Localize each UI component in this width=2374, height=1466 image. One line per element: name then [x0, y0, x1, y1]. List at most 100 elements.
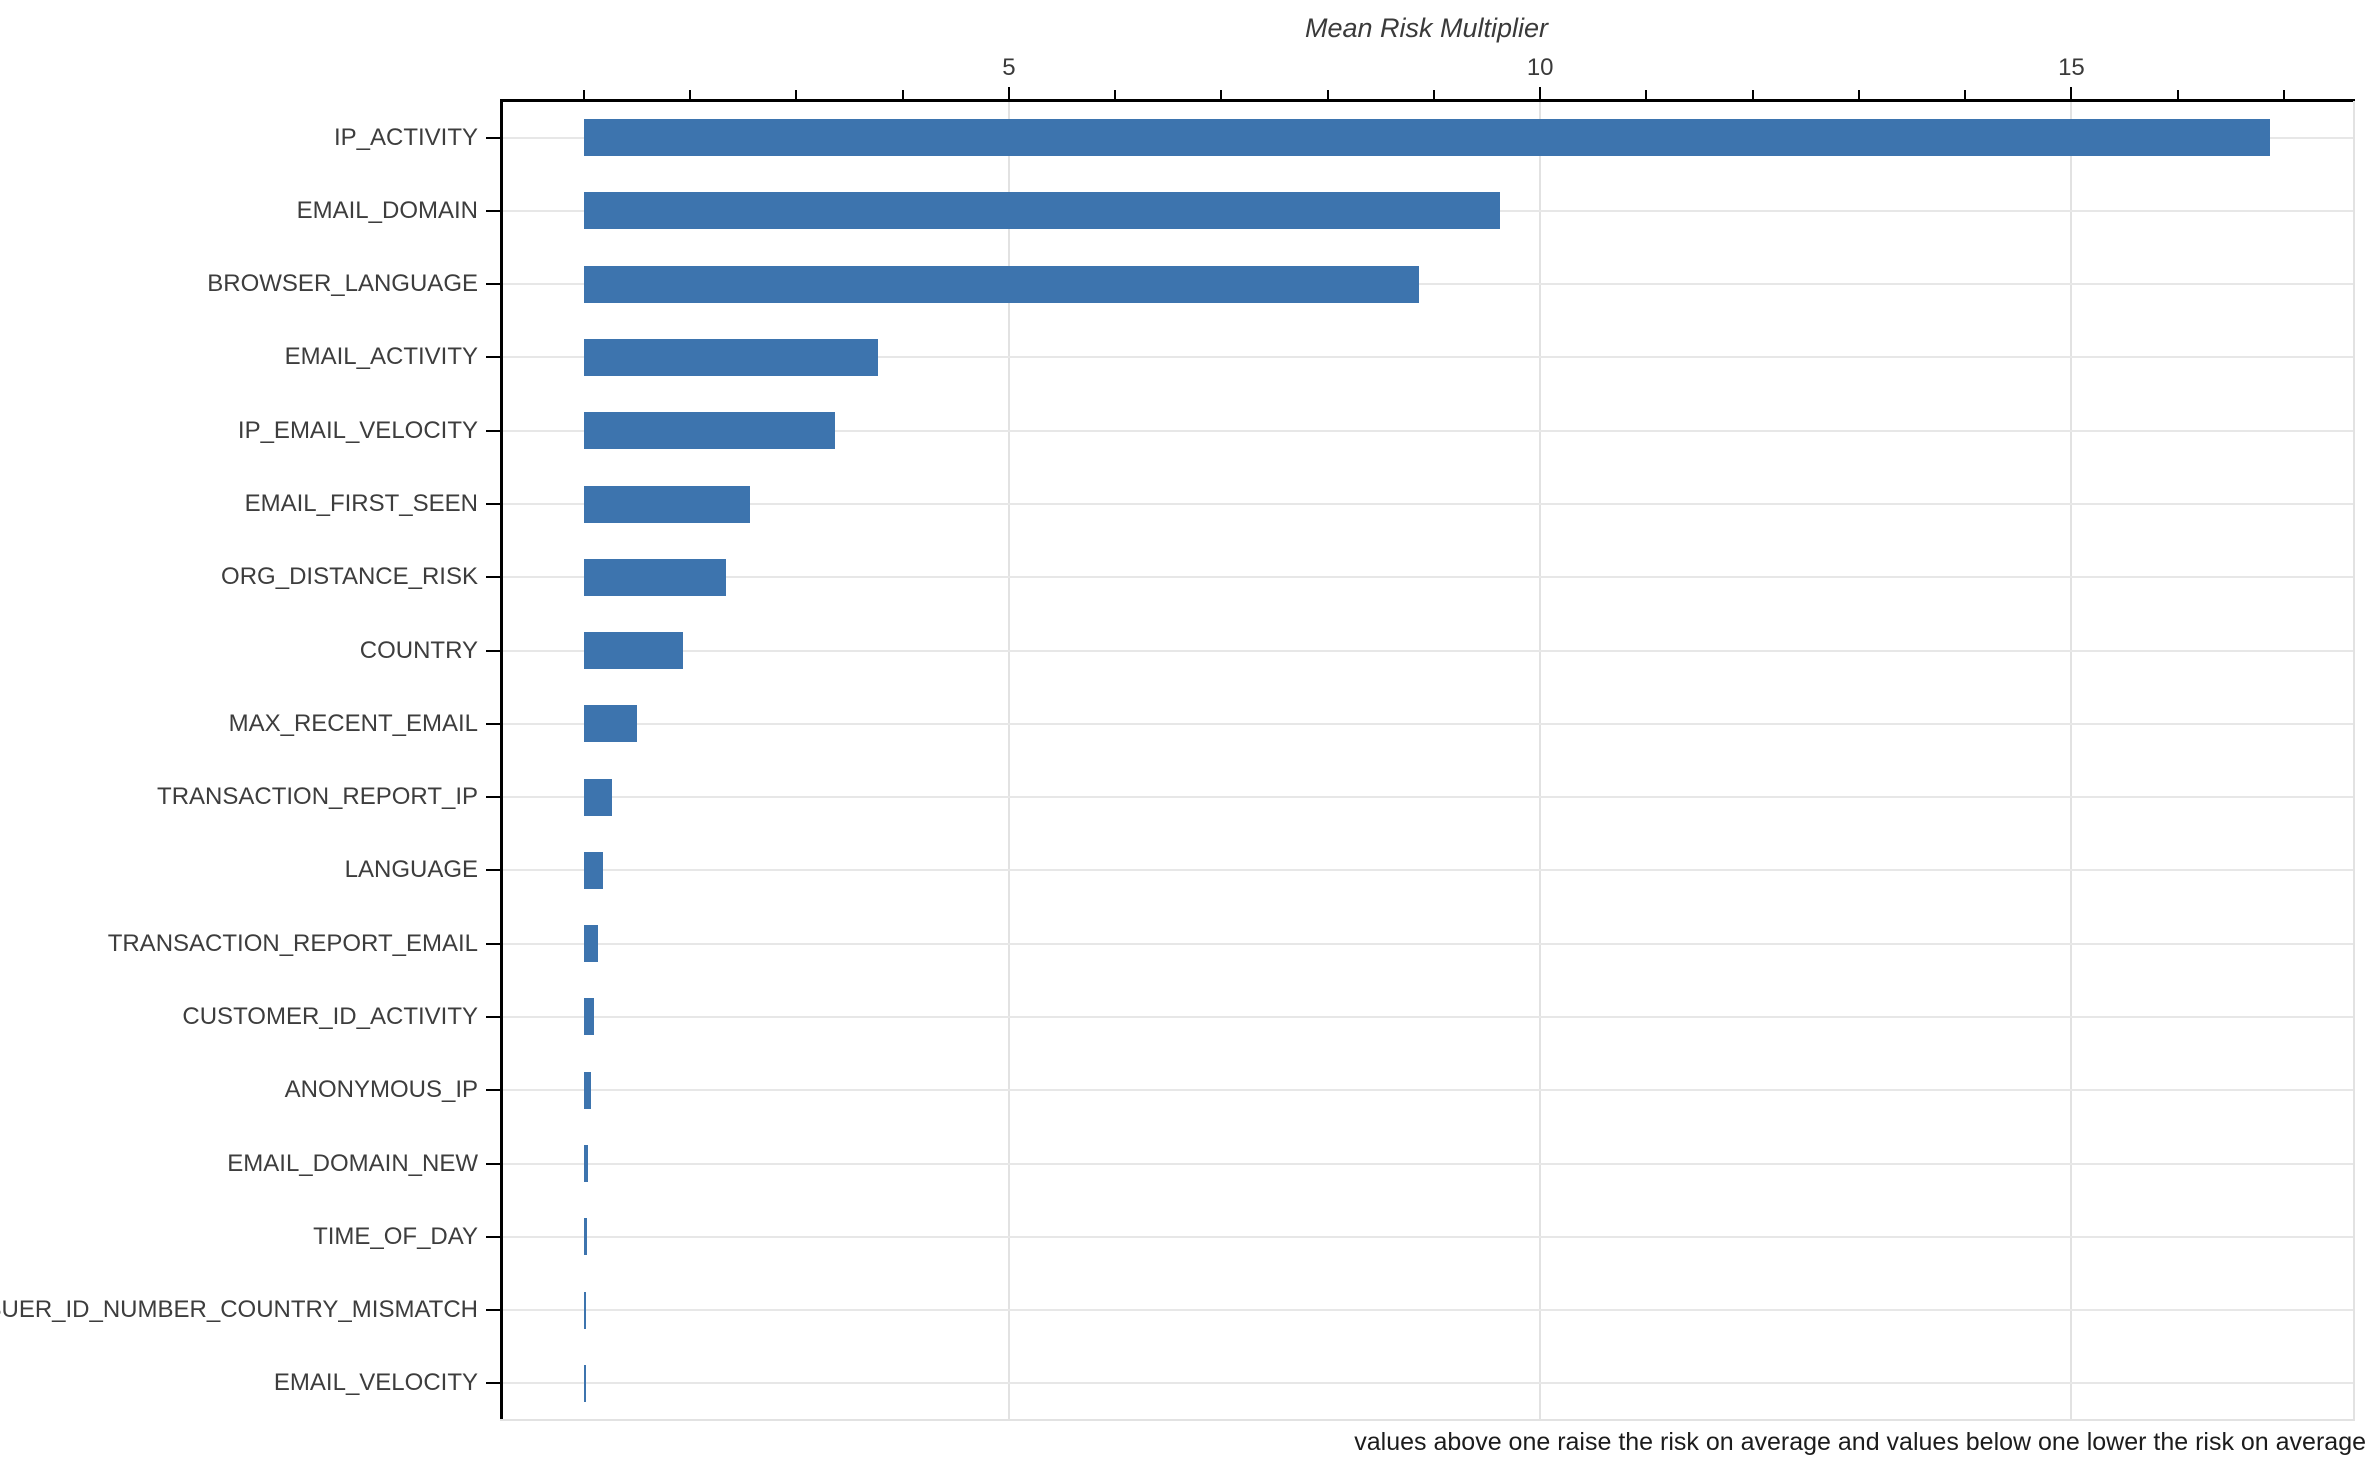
y-category-tick	[486, 1089, 503, 1092]
x-minor-tick	[582, 90, 585, 101]
category-gridline	[503, 1235, 2353, 1238]
y-category-tick	[486, 136, 503, 139]
y-axis-domain-line	[500, 99, 503, 1421]
y-category-label: IP_EMAIL_VELOCITY	[237, 416, 478, 444]
y-category-tick	[486, 1015, 503, 1018]
x-minor-tick	[1220, 90, 1223, 101]
y-category-label: TIME_OF_DAY	[313, 1222, 478, 1250]
x-axis-title: Mean Risk Multiplier	[1304, 13, 1549, 43]
category-gridline	[503, 942, 2353, 945]
y-category-tick	[486, 576, 503, 579]
x-minor-tick	[901, 90, 904, 101]
y-category-label: EMAIL_ACTIVITY	[284, 343, 478, 371]
category-gridline	[503, 356, 2353, 359]
x-major-gridline	[2070, 102, 2073, 1420]
y-category-label: EMAIL_DOMAIN	[296, 196, 478, 224]
y-category-label: EMAIL_DOMAIN_NEW	[227, 1149, 478, 1177]
category-gridline	[503, 1162, 2353, 1165]
bar-time_of_day	[583, 1218, 588, 1256]
x-minor-tick	[2176, 90, 2179, 101]
y-category-tick	[486, 869, 503, 872]
bar-anonymous_ip	[583, 1071, 592, 1109]
bar-ip_email_velocity	[583, 412, 835, 450]
category-gridline	[503, 796, 2353, 799]
x-minor-tick	[1114, 90, 1117, 101]
x-tick-label: 10	[1526, 54, 1554, 81]
y-category-tick	[486, 503, 503, 506]
category-gridline	[503, 1089, 2353, 1092]
x-major-tick	[2070, 87, 2073, 101]
x-major-gridline	[1007, 102, 1010, 1420]
bar-customer_id_activity	[583, 998, 594, 1036]
category-gridline	[503, 1015, 2353, 1018]
bar-ip_activity	[583, 119, 2271, 157]
x-tick-label: 5	[1002, 54, 1016, 81]
x-axis-domain-line	[500, 99, 2355, 102]
y-category-tick	[486, 1382, 503, 1385]
bar-issuer_id_number_country_mismatch	[583, 1291, 587, 1329]
x-minor-tick	[1645, 90, 1648, 101]
bar-transaction_report_ip	[583, 778, 612, 816]
category-gridline	[503, 503, 2353, 506]
bar-country	[583, 632, 683, 670]
y-category-tick	[486, 649, 503, 652]
y-category-label: EMAIL_FIRST_SEEN	[244, 490, 478, 518]
bar-browser_language	[583, 265, 1420, 303]
y-category-label: IP_ACTIVITY	[333, 123, 478, 151]
y-category-label: ISSUER_ID_NUMBER_COUNTRY_MISMATCH	[0, 1296, 478, 1324]
x-major-tick	[1539, 87, 1542, 101]
y-category-tick	[486, 796, 503, 799]
x-minor-tick	[1432, 90, 1435, 101]
x-tick-label: 15	[2058, 54, 2085, 81]
y-category-label: TRANSACTION_REPORT_EMAIL	[107, 929, 478, 957]
bar-org_distance_risk	[583, 558, 727, 596]
y-category-label: ORG_DISTANCE_RISK	[221, 563, 478, 591]
category-gridline	[503, 1309, 2353, 1312]
category-gridline	[503, 869, 2353, 872]
category-gridline	[503, 283, 2353, 286]
x-minor-tick	[2282, 90, 2285, 101]
y-category-tick	[486, 283, 503, 286]
bar-transaction_report_email	[583, 925, 598, 963]
y-category-tick	[486, 429, 503, 432]
y-category-tick	[486, 722, 503, 725]
bar-email_domain	[583, 192, 1500, 230]
y-category-tick	[486, 942, 503, 945]
x-minor-tick	[1964, 90, 1967, 101]
plot-bottom-border	[500, 1419, 2355, 1421]
bar-email_first_seen	[583, 485, 750, 523]
plot-right-border	[2353, 101, 2355, 1421]
y-category-tick	[486, 1235, 503, 1238]
bar-email_velocity	[583, 1364, 586, 1402]
bar-max_recent_email	[583, 705, 638, 743]
category-gridline	[503, 722, 2353, 725]
category-gridline	[503, 429, 2353, 432]
bar-email_domain_new	[583, 1145, 589, 1183]
x-minor-tick	[1326, 90, 1329, 101]
y-category-label: ANONYMOUS_IP	[284, 1076, 478, 1104]
y-category-label: BROWSER_LANGUAGE	[207, 270, 478, 298]
y-category-label: EMAIL_VELOCITY	[273, 1369, 478, 1397]
x-major-gridline	[1539, 102, 1542, 1420]
category-gridline	[503, 649, 2353, 652]
y-category-label: CUSTOMER_ID_ACTIVITY	[182, 1002, 478, 1030]
x-minor-tick	[689, 90, 692, 101]
chart-caption: values above one raise the risk on avera…	[1354, 1428, 2366, 1456]
x-major-tick	[1007, 87, 1010, 101]
category-gridline	[503, 576, 2353, 579]
y-category-label: LANGUAGE	[344, 856, 478, 884]
y-category-tick	[486, 356, 503, 359]
bar-language	[583, 851, 604, 889]
bar-email_activity	[583, 338, 879, 376]
x-minor-tick	[795, 90, 798, 101]
x-minor-tick	[1857, 90, 1860, 101]
y-category-label: TRANSACTION_REPORT_IP	[157, 783, 478, 811]
x-minor-tick	[1751, 90, 1754, 101]
y-category-tick	[486, 209, 503, 212]
y-category-label: MAX_RECENT_EMAIL	[228, 709, 478, 737]
y-category-label: COUNTRY	[359, 636, 478, 664]
category-gridline	[503, 1382, 2353, 1385]
y-category-tick	[486, 1309, 503, 1312]
y-category-tick	[486, 1162, 503, 1165]
